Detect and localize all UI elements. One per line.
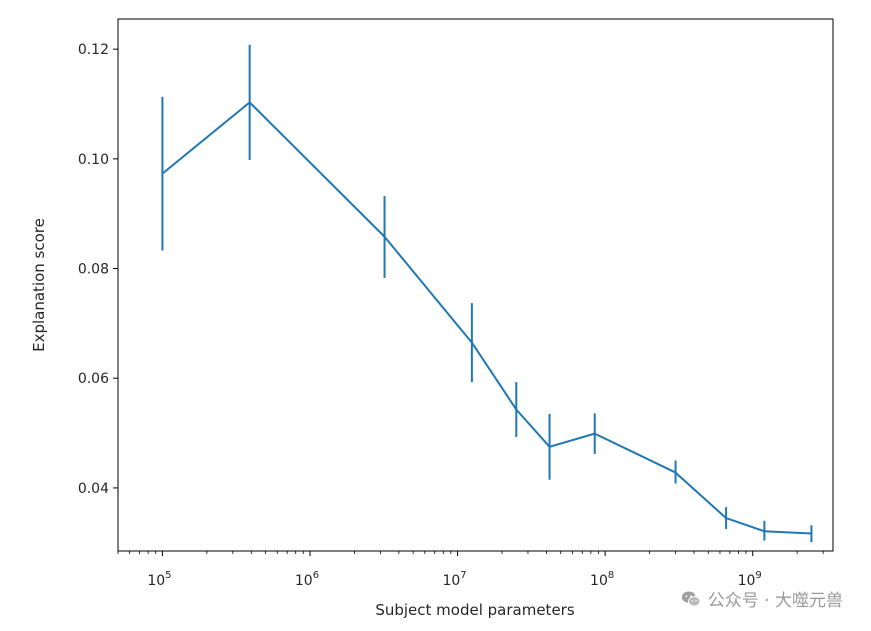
x-tick-label-4: 109 — [738, 570, 762, 589]
wechat-icon — [681, 590, 701, 607]
watermark-text: 公众号 · 大噬元兽 — [707, 591, 843, 611]
y-tick-label-3: 0.10 — [78, 152, 109, 168]
y-tick-label-0: 0.04 — [78, 481, 109, 497]
series-line-0 — [161, 101, 812, 535]
tick-marks — [113, 48, 824, 556]
y-axis-label: Explanation score — [30, 218, 48, 352]
x-tick-label-2: 107 — [442, 570, 466, 589]
watermark: 公众号 · 大噬元兽 — [680, 586, 843, 611]
tick-labels: 0.04 0.06 0.08 0.10 0.12 105 106 107 108 109 — [78, 42, 762, 589]
y-tick-label-2: 0.08 — [78, 262, 109, 278]
x-axis-label: Subject model parameters — [375, 601, 575, 619]
y-tick-label-4: 0.12 — [78, 42, 109, 58]
y-tick-label-1: 0.06 — [78, 371, 109, 387]
x-tick-label-3: 108 — [590, 570, 614, 589]
plot-frame — [117, 18, 834, 552]
x-tick-label-1: 106 — [295, 570, 319, 589]
x-tick-label-0: 105 — [147, 570, 171, 589]
series-layer — [161, 44, 813, 543]
